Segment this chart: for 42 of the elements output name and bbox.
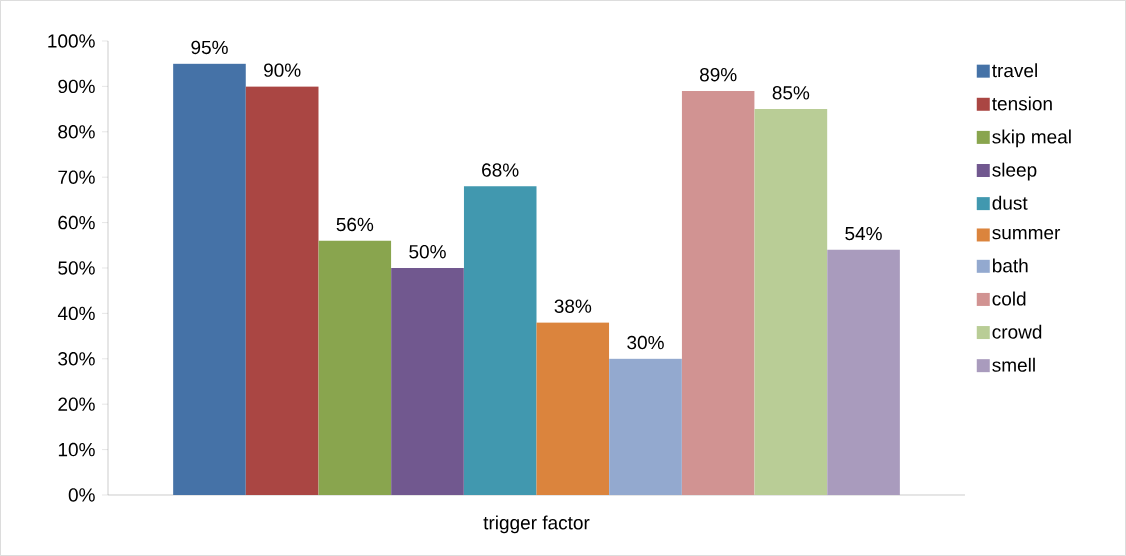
data-label: 85% [772, 86, 810, 100]
legend-label: smell [992, 357, 1035, 372]
y-tick-label: 100% [48, 34, 95, 48]
bar [173, 63, 246, 495]
legend-label: bath [992, 258, 1028, 273]
y-tick-label: 50% [58, 261, 95, 275]
bar [318, 240, 392, 495]
data-label: 30% [627, 335, 664, 350]
data-label: 50% [409, 245, 446, 259]
legend-label: crowd [992, 324, 1042, 339]
y-tick-label: 20% [58, 397, 95, 411]
legend-label: dust [992, 195, 1028, 210]
bar [391, 267, 464, 495]
y-tick-label: 60% [58, 215, 95, 230]
bar [463, 186, 537, 495]
legend-label: tension [992, 96, 1052, 111]
data-label: 89% [700, 67, 737, 82]
bar [245, 86, 319, 495]
bar [827, 249, 900, 495]
legend-label: travel [992, 63, 1037, 78]
y-tick-label: 0% [68, 488, 95, 502]
y-tick-label: 80% [58, 125, 95, 139]
legend-label: cold [992, 291, 1026, 306]
legend-label: sleep [992, 162, 1037, 181]
bar [609, 358, 682, 495]
bar [681, 90, 755, 495]
bar [754, 109, 828, 495]
y-tick-label: 40% [57, 306, 95, 321]
data-label: 56% [336, 217, 374, 232]
bar [536, 322, 610, 495]
x-tick-label: trigger factor [483, 515, 590, 534]
data-label: 38% [554, 299, 592, 313]
y-tick-label: 30% [58, 352, 95, 366]
legend-label: summer [992, 228, 1061, 240]
data-label: 95% [191, 40, 228, 55]
legend-label: skip meal [992, 129, 1071, 148]
data-label: 90% [264, 63, 301, 77]
data-label: 54% [845, 226, 882, 241]
data-label: 68% [482, 163, 519, 177]
y-tick-label: 70% [58, 170, 95, 184]
y-tick-label: 90% [58, 79, 95, 94]
y-tick-label: 10% [58, 442, 95, 457]
